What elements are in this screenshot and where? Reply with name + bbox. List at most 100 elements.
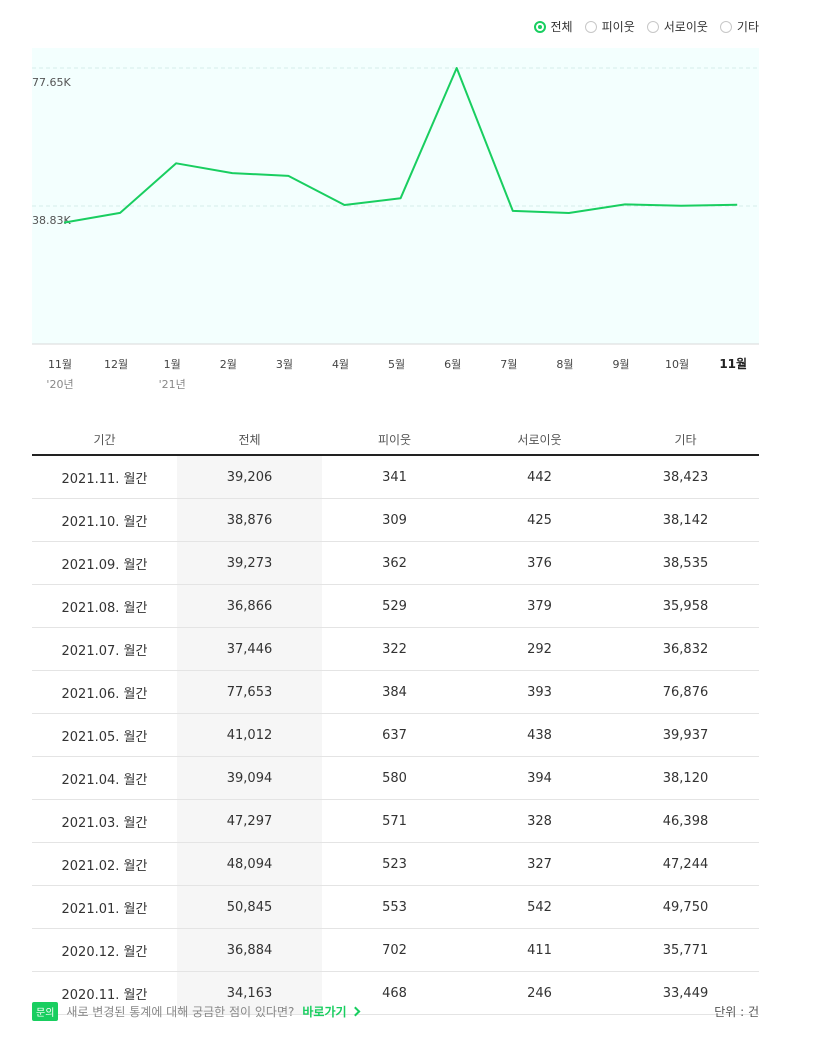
table-row: 2021.04. 월간 39,094 580 394 38,120 (32, 756, 759, 800)
legend-item-neighbor[interactable]: 피이웃 (584, 18, 635, 35)
cell-mutual: 379 (467, 584, 612, 628)
x-tick-label: 8월 (556, 358, 573, 371)
stats-table: 기간 전체 피이웃 서로이웃 기타 2021.11. 월간 39,206 341 44… (32, 424, 759, 1015)
cell-other: 35,771 (612, 928, 759, 972)
x-tick-label: 12월 (104, 358, 128, 371)
cell-period: 2021.01. 월간 (32, 885, 177, 929)
cell-neighbor: 637 (322, 713, 467, 757)
x-tick-label: 2월 (220, 358, 237, 371)
header-other: 기타 (612, 424, 759, 456)
x-tick-label: 6월 (444, 358, 461, 371)
cell-other: 39,937 (612, 713, 759, 757)
series-line (63, 67, 738, 224)
cell-mutual: 542 (467, 885, 612, 929)
year-label: '21년 (159, 378, 186, 391)
cell-period: 2021.09. 월간 (32, 541, 177, 585)
unit-label: 단위 : 건 (714, 1004, 759, 1019)
cell-period: 2021.10. 월간 (32, 498, 177, 542)
cell-mutual: 442 (467, 455, 612, 499)
table-header-row: 기간 전체 피이웃 서로이웃 기타 (32, 424, 759, 456)
cell-total: 36,884 (177, 928, 322, 972)
cell-mutual: 411 (467, 928, 612, 972)
cell-mutual: 393 (467, 670, 612, 714)
table-row: 2021.05. 월간 41,012 637 438 39,937 (32, 713, 759, 757)
cell-period: 2021.02. 월간 (32, 842, 177, 886)
cell-neighbor: 553 (322, 885, 467, 929)
cell-period: 2021.03. 월간 (32, 799, 177, 843)
cell-other: 47,244 (612, 842, 759, 886)
cell-total: 77,653 (177, 670, 322, 714)
cell-period: 2021.06. 월간 (32, 670, 177, 714)
table-body: 2021.11. 월간 39,206 341 442 38,423 2021.10. 월간… (32, 455, 759, 1015)
shortcut-link-label: 바로가기 (302, 1004, 347, 1019)
legend-label: 피이웃 (601, 20, 635, 34)
header-neighbor: 피이웃 (322, 424, 467, 456)
x-tick-label: 1월 (164, 358, 181, 371)
x-tick-label: 4월 (332, 358, 349, 371)
cell-period: 2021.04. 월간 (32, 756, 177, 800)
cell-neighbor: 309 (322, 498, 467, 542)
table-row: 2021.02. 월간 48,094 523 327 47,244 (32, 842, 759, 886)
cell-total: 36,866 (177, 584, 322, 628)
chevron-right-icon (350, 1006, 361, 1016)
year-label: '20년 (46, 378, 73, 391)
cell-total: 34,163 (177, 971, 322, 1015)
table-row: 2021.09. 월간 39,273 362 376 38,535 (32, 541, 759, 585)
table-row: 2020.11. 월간 34,163 468 246 33,449 (32, 971, 759, 1015)
header-period: 기간 (32, 424, 177, 456)
x-tick-label: 3월 (276, 358, 293, 371)
radio-icon[interactable] (646, 20, 659, 33)
legend-item-other[interactable]: 기타 (719, 18, 759, 35)
cell-other: 38,423 (612, 455, 759, 499)
inquiry-badge: 문의 (32, 1001, 59, 1021)
cell-total: 47,297 (177, 799, 322, 843)
cell-total: 39,273 (177, 541, 322, 585)
cell-neighbor: 702 (322, 928, 467, 972)
table-row: 2021.10. 월간 38,876 309 425 38,142 (32, 498, 759, 542)
table-row: 2021.11. 월간 39,206 341 442 38,423 (32, 455, 759, 499)
x-tick-label: 10월 (665, 358, 689, 371)
table-row: 2021.07. 월간 37,446 322 292 36,832 (32, 627, 759, 671)
radio-icon[interactable] (719, 20, 732, 33)
cell-mutual: 328 (467, 799, 612, 843)
cell-other: 38,120 (612, 756, 759, 800)
cell-total: 37,446 (177, 627, 322, 671)
notice-text: 새로 변경된 통계에 대해 궁금한 점이 있다면? (66, 1004, 295, 1019)
table-row: 2020.12. 월간 36,884 702 411 35,771 (32, 928, 759, 972)
cell-neighbor: 580 (322, 756, 467, 800)
cell-total: 50,845 (177, 885, 322, 929)
x-tick-label: 5월 (388, 358, 405, 371)
cell-other: 35,958 (612, 584, 759, 628)
line-chart: 38.83K 77.65K 11월 12월 1월 2월 3월 4월 5월 6월 7월 8월 9월 10월 1… (32, 48, 759, 398)
legend-item-mutual[interactable]: 서로이웃 (646, 18, 708, 35)
chart-svg: 38.83K 77.65K 11월 12월 1월 2월 3월 4월 5월 6월 7월 8월 9월 10월 1… (32, 48, 759, 391)
cell-neighbor: 362 (322, 541, 467, 585)
x-tick-label: 11월 (719, 356, 747, 371)
header-total: 전체 (177, 424, 322, 456)
x-tick-label: 9월 (612, 358, 629, 371)
cell-neighbor: 571 (322, 799, 467, 843)
cell-neighbor: 529 (322, 584, 467, 628)
table-row: 2021.06. 월간 77,653 384 393 76,876 (32, 670, 759, 714)
radio-icon[interactable] (533, 20, 546, 33)
cell-total: 48,094 (177, 842, 322, 886)
x-tick-label: 7월 (500, 358, 517, 371)
cell-mutual: 327 (467, 842, 612, 886)
cell-total: 38,876 (177, 498, 322, 542)
cell-mutual: 292 (467, 627, 612, 671)
cell-mutual: 246 (467, 971, 612, 1015)
cell-total: 41,012 (177, 713, 322, 757)
legend-label: 서로이웃 (663, 20, 708, 34)
cell-other: 76,876 (612, 670, 759, 714)
legend-label: 전체 (550, 20, 573, 34)
y-tick-label: 38.83K (32, 214, 71, 227)
radio-icon[interactable] (584, 20, 597, 33)
cell-neighbor: 468 (322, 971, 467, 1015)
cell-other: 38,142 (612, 498, 759, 542)
shortcut-link[interactable]: 바로가기 (302, 1003, 361, 1020)
cell-period: 2020.12. 월간 (32, 928, 177, 972)
legend-item-all[interactable]: 전체 (533, 18, 573, 35)
table-row: 2021.03. 월간 47,297 571 328 46,398 (32, 799, 759, 843)
cell-mutual: 438 (467, 713, 612, 757)
plot-area (32, 48, 759, 344)
